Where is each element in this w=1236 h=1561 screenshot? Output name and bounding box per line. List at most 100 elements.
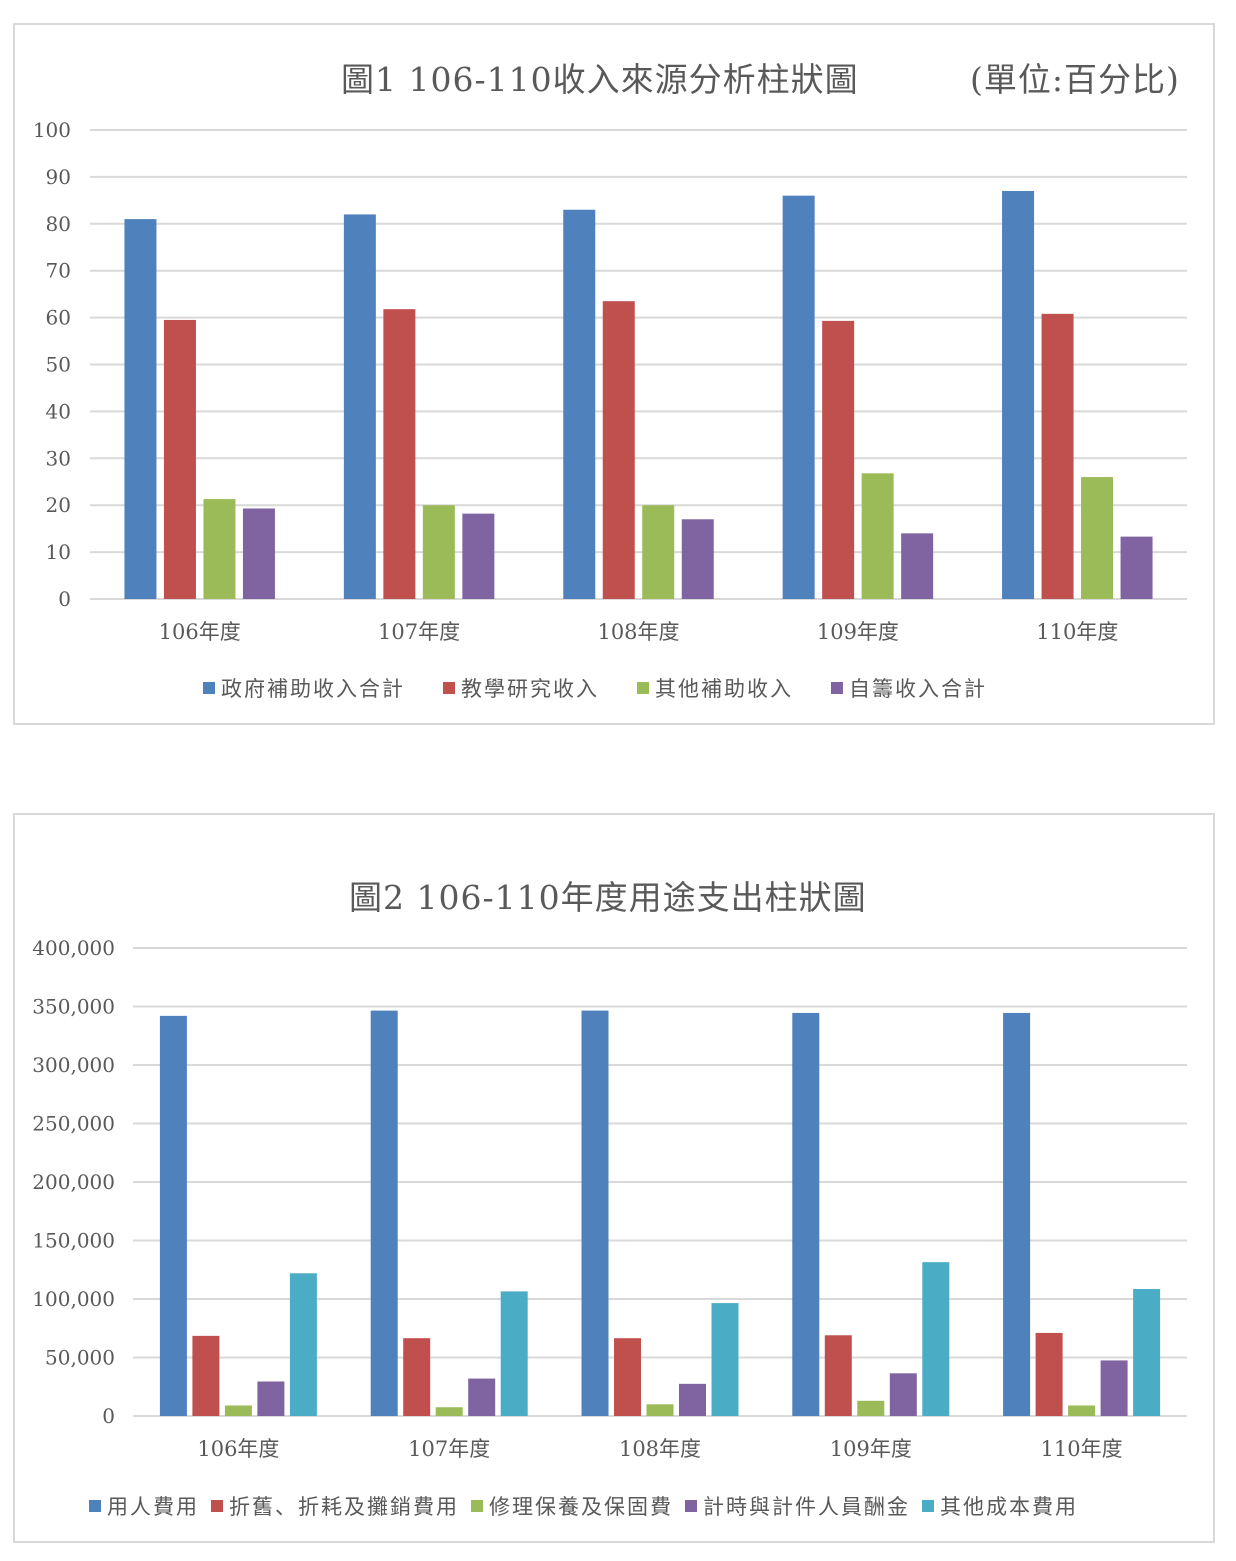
legend-label: 折舊、折耗及攤銷費用 [229, 1495, 459, 1519]
bar [163, 319, 196, 599]
bar [192, 1335, 220, 1416]
bar [1068, 1405, 1096, 1416]
y-tick-label: 200,000 [32, 1170, 115, 1194]
legend-swatch [203, 682, 215, 694]
x-tick-label: 110年度 [1036, 620, 1118, 644]
x-tick-label: 107年度 [378, 620, 460, 644]
x-tick-label: 106年度 [197, 1437, 279, 1461]
chart-1-title: 圖1 106-110收入來源分析柱狀圖 [341, 60, 859, 99]
legend-swatch [685, 1500, 697, 1512]
x-tick-label: 108年度 [619, 1437, 701, 1461]
bar [782, 195, 815, 599]
bar [581, 1010, 609, 1416]
legend-item: 政府補助收入合計 [203, 673, 405, 703]
bar [901, 533, 934, 599]
legend-item: 折舊、折耗及攤銷費用 [211, 1491, 459, 1521]
legend-swatch [471, 1500, 483, 1512]
bar [289, 1273, 317, 1416]
y-tick-label: 10 [46, 540, 71, 564]
legend-label: 其他成本費用 [940, 1495, 1078, 1519]
chart-2-legend: 用人費用 折舊、折耗及攤銷費用 修理保養及保固費 計時與計件人員酬金 其他成本費用 [89, 1491, 1090, 1521]
y-tick-label: 90 [46, 165, 71, 189]
bar [462, 513, 495, 599]
y-tick-label: 50 [46, 353, 71, 377]
bar [343, 214, 376, 600]
bar [922, 1262, 950, 1416]
bar [857, 1400, 885, 1416]
x-tick-label: 107年度 [408, 1437, 490, 1461]
bar [159, 1015, 187, 1416]
bar [889, 1373, 917, 1416]
legend-swatch [922, 1500, 934, 1512]
bar [1100, 1360, 1128, 1416]
chart-1-legend: 政府補助收入合計 教學研究收入 其他補助收入 自籌收入合計 [203, 673, 1025, 703]
legend-item: 其他成本費用 [922, 1491, 1078, 1521]
y-tick-label: 0 [102, 1404, 115, 1428]
bar [383, 309, 416, 599]
bar [792, 1012, 820, 1416]
bar [563, 209, 596, 600]
legend-label: 自籌收入合計 [849, 677, 987, 701]
y-tick-label: 20 [46, 493, 71, 517]
bar [468, 1378, 496, 1416]
legend-item: 自籌收入合計 [831, 673, 987, 703]
legend-item: 計時與計件人員酬金 [685, 1491, 910, 1521]
y-tick-label: 100,000 [32, 1287, 115, 1311]
bar [711, 1303, 739, 1416]
chart-2-plot: 0 50,000 100,000 150,000 200,000 250,000 300,0… [32, 936, 1187, 1461]
legend-item: 修理保養及保固費 [471, 1491, 673, 1521]
x-tick-label: 109年度 [817, 620, 899, 644]
bar [370, 1010, 398, 1416]
y-tick-label: 80 [46, 212, 71, 236]
bar [681, 519, 714, 599]
legend-swatch [89, 1500, 101, 1512]
bar [614, 1338, 641, 1416]
y-tick-label: 40 [46, 399, 71, 423]
bar [224, 1405, 252, 1416]
y-tick-label: 60 [46, 306, 71, 330]
chart-2-title: 圖2 106-110年度用途支出柱狀圖 [349, 878, 867, 917]
legend-swatch [637, 682, 649, 694]
chart-1-unit-note: (單位:百分比) [970, 60, 1180, 99]
bar [1081, 477, 1114, 599]
legend-label: 其他補助收入 [655, 677, 793, 701]
y-tick-label: 400,000 [32, 936, 115, 960]
y-tick-label: 150,000 [32, 1229, 115, 1253]
y-tick-label: 30 [46, 446, 71, 470]
x-tick-label: 108年度 [597, 620, 679, 644]
y-tick-label: 0 [58, 587, 71, 611]
legend-label: 政府補助收入合計 [221, 677, 405, 701]
bar [422, 505, 455, 599]
bar [403, 1338, 431, 1416]
chart-2: 圖2 106-110年度用途支出柱狀圖 0 50,000 100,000 150,00… [13, 813, 1215, 1543]
y-tick-label: 250,000 [32, 1112, 115, 1136]
legend-item: 教學研究收入 [443, 673, 599, 703]
chart-1-plot: 0 10 20 30 40 50 60 70 80 90 100 106年度 107年度 108年度 109… [33, 118, 1187, 644]
bar [861, 473, 894, 599]
bar [1035, 1332, 1063, 1416]
bar [1041, 313, 1074, 599]
legend-swatch [211, 1500, 223, 1512]
legend-swatch [443, 682, 455, 694]
bar [1003, 1012, 1031, 1416]
bar [646, 1404, 674, 1416]
y-tick-label: 100 [33, 118, 71, 142]
y-tick-label: 50,000 [45, 1346, 115, 1370]
bar [824, 1335, 852, 1416]
bar [822, 320, 855, 599]
legend-label: 教學研究收入 [461, 677, 599, 701]
x-tick-label: 106年度 [159, 620, 241, 644]
bar [602, 301, 635, 599]
legend-label: 計時與計件人員酬金 [703, 1495, 910, 1519]
chart-1: 圖1 106-110收入來源分析柱狀圖 (單位:百分比) 0 10 20 30 40 50… [13, 23, 1215, 725]
bar [1120, 536, 1153, 599]
legend-label: 用人費用 [107, 1495, 199, 1519]
bar [257, 1381, 285, 1416]
bar [679, 1383, 706, 1416]
bar [1002, 190, 1035, 599]
bar [203, 499, 236, 599]
bar [124, 219, 157, 600]
legend-swatch [831, 682, 843, 694]
legend-item: 其他補助收入 [637, 673, 793, 703]
legend-label: 修理保養及保固費 [489, 1495, 673, 1519]
